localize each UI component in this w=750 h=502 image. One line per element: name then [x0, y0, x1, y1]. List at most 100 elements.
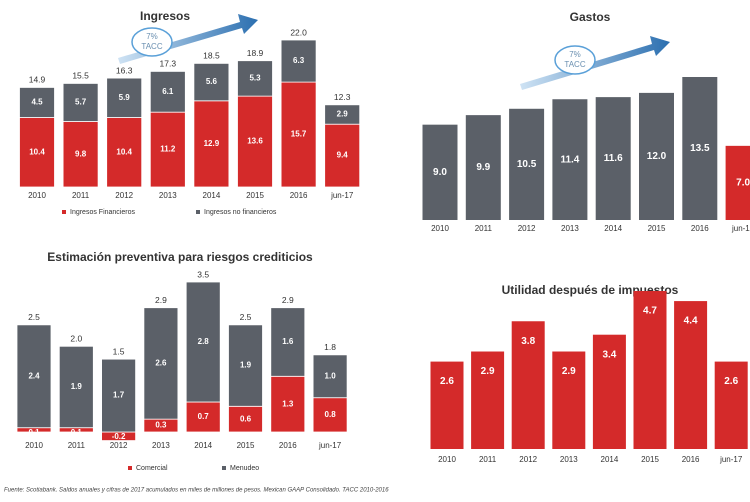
value-label: 15.7 — [291, 130, 307, 139]
x-tick-label: 2015 — [641, 455, 659, 464]
bar-segment — [228, 405, 263, 433]
value-label: 6.3 — [293, 56, 305, 65]
value-label: 0.1 — [28, 428, 40, 437]
x-tick-label: 2013 — [159, 191, 177, 200]
bar-segment — [16, 324, 52, 429]
total-label: 2.5 — [28, 312, 40, 322]
x-tick-label: jun-17 — [731, 224, 750, 233]
bar-segment — [270, 375, 306, 433]
bar — [422, 124, 458, 220]
value-label: 2.8 — [198, 337, 210, 346]
x-tick-label: 2014 — [604, 224, 622, 233]
bar-segment — [106, 117, 143, 188]
value-label: 5.9 — [119, 93, 131, 102]
value-label: 1.9 — [71, 382, 83, 391]
bar-segment — [62, 121, 99, 188]
bar-segment — [270, 307, 306, 377]
value-label: 1.7 — [113, 391, 125, 400]
legend-label: Ingresos Financieros — [70, 209, 135, 216]
total-label: 1.8 — [324, 342, 336, 352]
bar — [552, 351, 586, 449]
bar-segment — [106, 77, 143, 118]
value-label: 2.9 — [562, 366, 576, 377]
x-tick-label: 2010 — [28, 191, 46, 200]
legend-swatch — [222, 466, 226, 470]
x-tick-label: 2011 — [479, 455, 497, 464]
bar — [511, 321, 545, 449]
x-tick-label: 2013 — [560, 455, 578, 464]
bar-segment — [280, 81, 317, 188]
value-label: 4.7 — [643, 306, 657, 317]
total-label: 17.3 — [160, 59, 177, 69]
value-label: 9.8 — [75, 149, 87, 158]
bar — [682, 77, 718, 220]
value-label: 5.7 — [75, 98, 87, 107]
annotation: 7% — [146, 32, 158, 41]
bar-segment — [324, 123, 361, 188]
value-label: -0.2 — [112, 432, 126, 441]
value-label: 3.8 — [521, 336, 535, 347]
bar — [633, 291, 667, 449]
bar-segment — [185, 401, 221, 433]
value-label: 9.0 — [433, 167, 447, 178]
value-label: 10.5 — [517, 159, 537, 170]
bar-segment — [237, 60, 273, 97]
value-label: 2.6 — [155, 359, 167, 368]
bar — [471, 351, 505, 449]
total-label: 18.5 — [203, 51, 220, 61]
x-tick-label: 2013 — [561, 224, 579, 233]
bar — [509, 108, 545, 220]
total-label: 16.3 — [116, 65, 133, 75]
x-tick-label: 2012 — [115, 191, 133, 200]
bar — [592, 334, 626, 449]
value-label: 0.1 — [71, 428, 83, 437]
bar-segment — [19, 87, 55, 118]
value-label: 2.9 — [481, 366, 495, 377]
annotation: TACC — [141, 42, 162, 51]
x-tick-label: 2014 — [203, 191, 221, 200]
chart-title: Gastos — [570, 10, 611, 24]
total-label: 2.9 — [155, 295, 167, 305]
bar — [714, 361, 748, 449]
value-label: 1.0 — [325, 371, 337, 380]
x-tick-label: 2015 — [246, 191, 264, 200]
legend-label: Comercial — [136, 465, 168, 472]
growth-arrow — [118, 14, 670, 90]
x-tick-label: jun-17 — [719, 455, 743, 464]
value-label: 9.4 — [337, 151, 349, 160]
chart-title: Estimación preventiva para riesgos credi… — [47, 250, 313, 264]
value-label: 13.5 — [690, 143, 710, 154]
value-label: 0.8 — [325, 410, 337, 419]
value-label: 11.6 — [604, 153, 623, 164]
value-label: 5.3 — [249, 74, 261, 83]
value-label: 9.9 — [476, 162, 490, 173]
value-label: 1.9 — [240, 361, 252, 370]
bar — [639, 92, 674, 220]
bar-segment — [149, 71, 186, 113]
value-label: 1.6 — [282, 337, 294, 346]
annotation: 7% — [569, 50, 581, 59]
value-label: 10.4 — [29, 147, 45, 156]
x-tick-label: 2011 — [68, 441, 86, 450]
x-tick-label: jun-17 — [318, 441, 342, 450]
value-label: 11.4 — [560, 154, 579, 165]
total-label: 2.0 — [70, 334, 82, 344]
total-label: 3.5 — [197, 269, 209, 279]
total-label: 15.5 — [72, 71, 89, 81]
x-tick-label: 2016 — [279, 441, 297, 450]
legend-label: Menudeo — [230, 465, 259, 472]
total-label: 12.3 — [334, 92, 351, 102]
x-tick-label: 2012 — [519, 455, 537, 464]
bar — [674, 301, 708, 449]
bar-segment — [143, 307, 179, 420]
bar-segment — [324, 104, 361, 125]
value-label: 10.4 — [116, 147, 132, 156]
bar-segment — [228, 324, 263, 407]
x-tick-label: 2016 — [682, 455, 700, 464]
x-tick-label: 2010 — [438, 455, 456, 464]
bar — [725, 145, 750, 220]
x-tick-label: jun-17 — [330, 191, 354, 200]
bar — [465, 115, 501, 220]
value-label: 1.3 — [282, 399, 294, 408]
x-tick-label: 2010 — [25, 441, 43, 450]
